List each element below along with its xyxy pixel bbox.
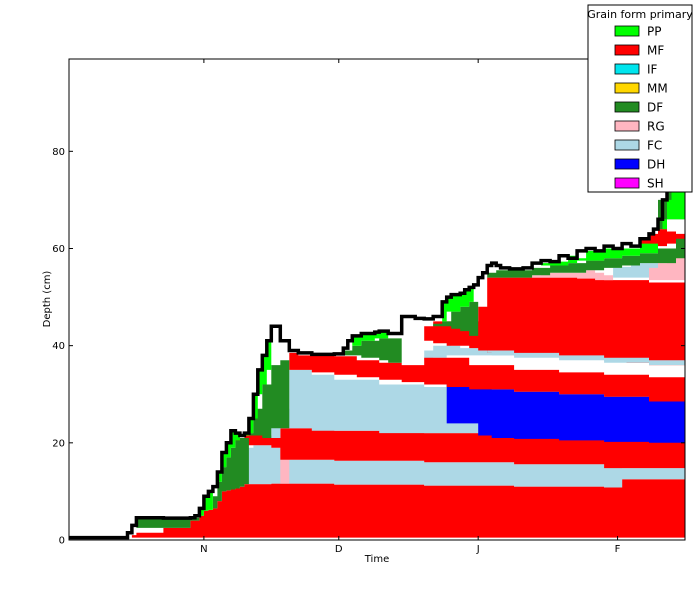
y-tick-label-40: 40 <box>52 341 65 352</box>
layer-df-18 <box>433 287 479 346</box>
y-tick-label-20: 20 <box>52 438 65 449</box>
layer-fc-9 <box>487 350 685 368</box>
layer-pp-26 <box>541 229 658 266</box>
legend-swatch-pp <box>614 25 640 37</box>
legend-title: Grain form primary <box>587 8 693 21</box>
x-tick-label-F: F <box>615 544 621 555</box>
grain-layers <box>123 161 685 538</box>
layer-df-19 <box>487 224 685 278</box>
legend-swatch-mf <box>614 44 640 56</box>
legend-swatch-rg <box>614 120 640 132</box>
plot-frame <box>68 58 686 541</box>
legend-box <box>587 4 693 193</box>
legend-swatch-sh <box>614 177 640 189</box>
layer-dh-5 <box>446 382 685 444</box>
legend-label-rg: RG <box>647 120 665 134</box>
snow-surface <box>69 136 685 540</box>
legend-label-mm: MM <box>647 82 668 96</box>
y-tick-label-80: 80 <box>52 147 65 158</box>
layer-mf-7 <box>289 352 685 404</box>
legend-label-fc: FC <box>647 139 662 153</box>
layer-df-17 <box>343 335 402 366</box>
x-tick-label-J: J <box>476 544 480 555</box>
legend-label-df: DF <box>647 101 663 115</box>
legend-swatch-mm <box>614 82 640 94</box>
legend-label-if: IF <box>647 63 658 77</box>
layer-mf-0 <box>123 479 685 538</box>
legend: Grain form primary PP MF IF MM DF RG FC DH SH <box>587 4 693 193</box>
y-tick-label-0: 0 <box>59 536 65 547</box>
x-axis-label: Time <box>364 554 389 565</box>
legend-label-dh: DH <box>647 158 665 172</box>
legend-label-mf: MF <box>647 44 664 58</box>
layer-df-15 <box>212 435 249 509</box>
layer-mf-8 <box>424 277 685 368</box>
y-axis-label: Depth (cm) <box>42 271 53 328</box>
layer-rg-2 <box>280 459 290 484</box>
layer-fc-1 <box>239 445 685 488</box>
legend-label-pp: PP <box>647 25 661 39</box>
layer-rg-10 <box>532 270 614 281</box>
layer-pp-24 <box>352 331 389 346</box>
y-tick-label-60: 60 <box>52 244 65 255</box>
x-tick-label-N: N <box>200 544 207 555</box>
layer-fc-11 <box>613 263 658 278</box>
legend-swatch-if <box>614 63 640 75</box>
legend-swatch-fc <box>614 139 640 151</box>
layer-pp-22 <box>217 430 240 482</box>
legend-swatch-df <box>614 101 640 113</box>
snow-surface-line <box>69 136 685 540</box>
x-tick-label-D: D <box>335 544 343 555</box>
legend-swatch-dh <box>614 158 640 170</box>
legend-label-sh: SH <box>647 177 664 191</box>
